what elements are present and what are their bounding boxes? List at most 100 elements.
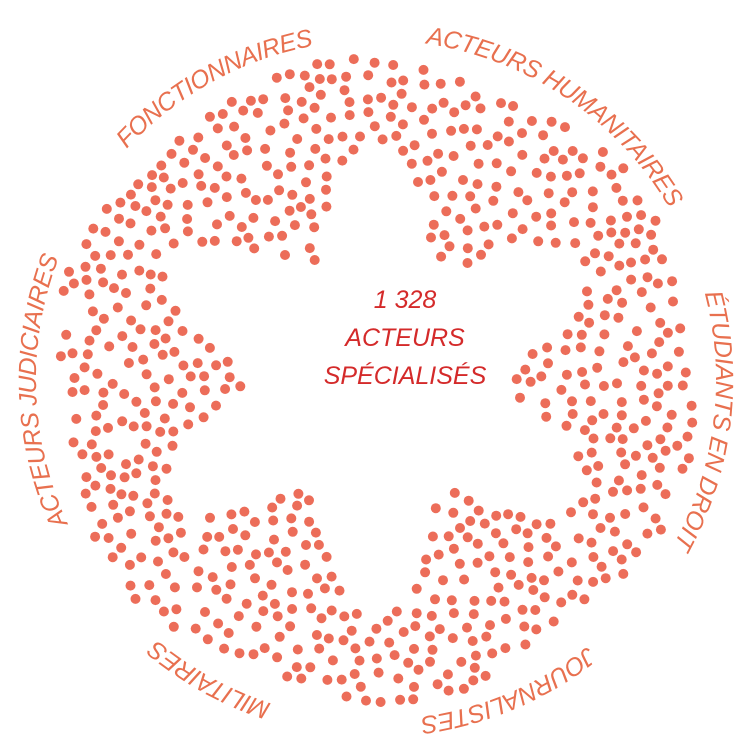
dot [683, 453, 694, 464]
dot [232, 544, 243, 555]
dot [398, 145, 409, 156]
dot [257, 590, 268, 601]
dot [630, 238, 641, 249]
dot [269, 534, 279, 545]
dot [183, 419, 194, 430]
dot [675, 323, 686, 334]
dot [145, 269, 156, 280]
dot [559, 197, 570, 208]
dot [562, 329, 573, 340]
dot [519, 621, 530, 632]
dot [481, 631, 492, 642]
dot [149, 488, 160, 499]
dot [443, 685, 454, 696]
dot [585, 396, 596, 407]
dot [531, 211, 542, 222]
dot [323, 633, 334, 644]
dot [545, 518, 556, 529]
dot [435, 78, 446, 89]
dot [522, 528, 533, 539]
dot [196, 180, 207, 191]
dot [326, 605, 337, 616]
dot [472, 179, 483, 190]
dot [444, 241, 455, 252]
dot [240, 530, 251, 541]
dot [594, 346, 605, 357]
dot [309, 255, 320, 265]
dot [100, 226, 111, 237]
dot [287, 189, 298, 200]
dot [316, 613, 327, 624]
dot [91, 325, 102, 336]
dot [79, 362, 90, 373]
dot [426, 232, 436, 243]
dot [303, 588, 313, 599]
dot [142, 498, 153, 509]
dot [108, 499, 119, 510]
dot [144, 580, 155, 591]
dot [334, 585, 345, 596]
dot [570, 238, 581, 249]
dot [240, 133, 251, 143]
dot [315, 89, 326, 100]
dot [312, 573, 322, 584]
dot [548, 146, 559, 156]
dot [277, 230, 288, 241]
dot [304, 193, 315, 204]
dot [673, 346, 684, 357]
dot [652, 278, 663, 289]
dot [314, 74, 325, 84]
dot [567, 589, 578, 600]
dot [324, 59, 335, 70]
dot [212, 161, 223, 172]
dot [475, 103, 486, 114]
dot [150, 595, 161, 606]
dot [300, 559, 311, 570]
dot [472, 557, 483, 568]
dot [269, 598, 280, 609]
dot [158, 606, 169, 617]
dot [304, 516, 315, 527]
dot [540, 398, 551, 409]
dot [472, 538, 483, 549]
dot [605, 433, 616, 444]
dot [156, 294, 167, 305]
dot [608, 546, 619, 557]
dot [301, 177, 311, 188]
dot [134, 239, 145, 250]
dot [526, 116, 537, 126]
dot [91, 451, 102, 462]
dot [68, 278, 79, 289]
dot [677, 463, 688, 474]
dot [168, 426, 179, 437]
dot [409, 140, 420, 151]
dot [126, 528, 137, 539]
dot [462, 258, 473, 268]
dot [546, 220, 557, 231]
dot [388, 60, 399, 70]
dot [106, 470, 116, 481]
dot [202, 634, 213, 645]
dot [618, 163, 629, 174]
dot [662, 422, 673, 433]
dot [282, 565, 293, 575]
dot [193, 169, 204, 180]
dot [650, 215, 661, 226]
dot [654, 462, 665, 473]
dot [561, 170, 572, 181]
dot [339, 85, 350, 96]
dot [617, 297, 628, 308]
dot [542, 342, 553, 353]
dot [235, 381, 246, 392]
dot [491, 510, 502, 521]
dot [126, 315, 137, 326]
dot [611, 422, 622, 433]
dot [193, 333, 204, 344]
dot [87, 306, 98, 317]
dot [635, 483, 646, 494]
dot [646, 348, 657, 359]
dot [458, 175, 468, 185]
dot [245, 95, 256, 106]
dot [287, 604, 298, 614]
dot [252, 107, 263, 118]
